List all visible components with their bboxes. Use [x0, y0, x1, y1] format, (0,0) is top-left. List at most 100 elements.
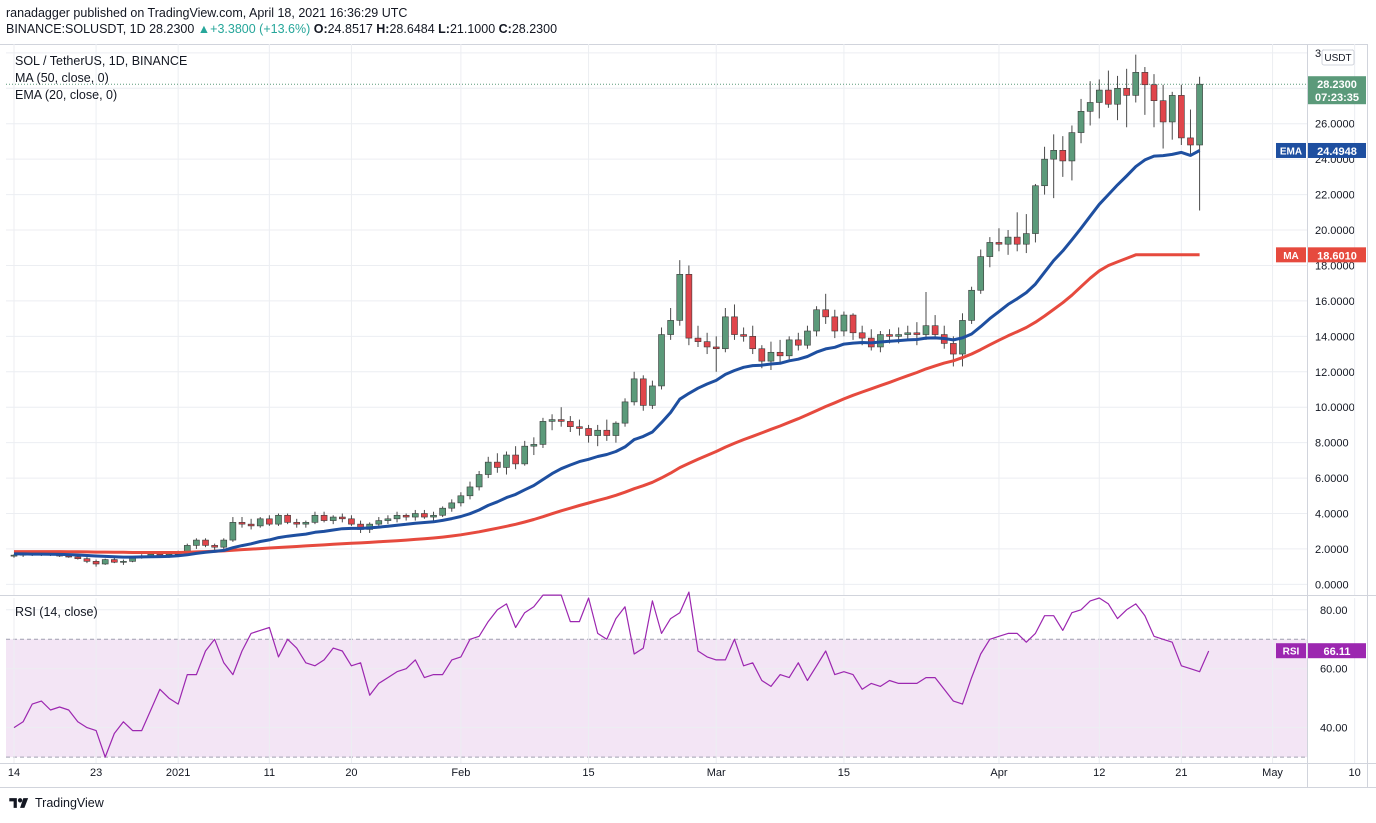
- candle: [576, 419, 583, 436]
- rsi-legend: RSI (14, close): [15, 605, 98, 619]
- candle: [676, 260, 684, 326]
- time-tick-label: 10: [1349, 767, 1361, 779]
- candle-body: [776, 351, 784, 357]
- price-pane: [6, 44, 1307, 595]
- chart-header: ranadagger published on TradingView.com,…: [6, 5, 557, 37]
- candle-body: [1196, 83, 1203, 146]
- low-value: 21.1000: [449, 22, 496, 36]
- time-tick-label: 11: [264, 767, 275, 779]
- candle-body: [1041, 158, 1048, 187]
- candle: [1187, 109, 1194, 156]
- candle: [557, 407, 565, 427]
- candle: [512, 446, 519, 470]
- candle-body: [339, 516, 346, 520]
- candle: [931, 315, 939, 339]
- candle: [1077, 98, 1085, 144]
- rsi-tick-label: 40.00: [1320, 723, 1348, 735]
- candle: [1178, 84, 1185, 145]
- candle: [503, 451, 510, 475]
- candle-body: [968, 289, 975, 321]
- candle: [530, 437, 538, 456]
- time-tick-label: Feb: [451, 767, 470, 779]
- candle-body: [521, 445, 529, 465]
- candle: [1050, 134, 1057, 199]
- candle-body: [904, 332, 912, 335]
- candle: [567, 416, 574, 433]
- candle: [776, 339, 784, 363]
- candle-body: [612, 422, 620, 436]
- last-price-badge-text: 28.2300: [1317, 79, 1357, 91]
- price-tick-label: 6.0000: [1315, 473, 1349, 485]
- candle-body: [1105, 89, 1112, 105]
- candle-body: [92, 561, 100, 565]
- candle: [813, 306, 820, 337]
- chart-legend: SOL / TetherUS, 1D, BINANCE MA (50, clos…: [15, 53, 187, 104]
- candle-body: [1050, 150, 1057, 160]
- candle: [1159, 84, 1167, 149]
- rsi-value-badge-bg: [1308, 643, 1366, 659]
- candle: [74, 556, 82, 560]
- price-tick-label: 16.0000: [1315, 296, 1355, 308]
- ma-value-badge: 18.6010: [1308, 247, 1366, 263]
- ma-value-badge-text: 18.6010: [1317, 250, 1357, 262]
- rsi-value-badge-text: 66.11: [1324, 646, 1351, 658]
- candle: [694, 325, 702, 347]
- candle-body: [494, 461, 501, 468]
- ema-tag-text: EMA: [1280, 146, 1302, 157]
- candle-body: [639, 378, 647, 406]
- candle-body: [630, 378, 638, 403]
- candle-body: [430, 514, 437, 518]
- candle-body: [576, 426, 583, 429]
- candle: [1004, 230, 1012, 255]
- candle-body: [466, 486, 474, 497]
- legend-title: SOL / TetherUS, 1D, BINANCE: [15, 54, 188, 68]
- candle: [92, 559, 100, 567]
- candle-body: [895, 334, 902, 337]
- candle-body: [311, 514, 319, 523]
- candle-body: [712, 346, 720, 350]
- time-tick-label: 23: [90, 767, 102, 779]
- candle-body: [266, 518, 273, 525]
- time-tick-label: 2021: [166, 767, 190, 779]
- rsi-tag-bg: [1276, 643, 1306, 659]
- candle-body: [749, 336, 757, 350]
- candle-body: [703, 341, 711, 348]
- candle: [421, 509, 428, 519]
- ma-tag: MA: [1276, 247, 1306, 263]
- candle-body: [530, 444, 538, 447]
- time-tick-label: 15: [838, 767, 850, 779]
- last-price-badge-text: 07:23:35: [1315, 92, 1359, 104]
- price-tick-label: 8.0000: [1315, 438, 1349, 450]
- candle-body: [621, 401, 629, 424]
- rsi-tag-text: RSI: [1283, 647, 1300, 658]
- candle: [749, 325, 757, 355]
- candle: [685, 265, 693, 346]
- candle-body: [722, 316, 729, 350]
- candle: [375, 517, 383, 526]
- candle-body: [667, 320, 674, 335]
- candle-body: [329, 516, 337, 521]
- candle: [466, 481, 474, 500]
- price-tick-label: 2.0000: [1315, 544, 1349, 556]
- close-value: 28.2300: [511, 22, 558, 36]
- candle: [320, 511, 328, 523]
- candle-body: [193, 539, 200, 546]
- candle: [995, 228, 1003, 252]
- candle: [1196, 76, 1203, 211]
- candle: [904, 325, 912, 340]
- footer-brand[interactable]: TradingView: [8, 796, 104, 810]
- candle: [402, 513, 410, 521]
- candle: [220, 538, 228, 549]
- candle-body: [320, 514, 328, 521]
- candle: [986, 237, 994, 268]
- candle-body: [293, 522, 301, 525]
- candle: [339, 513, 346, 523]
- candle-body: [649, 385, 656, 406]
- candle-body: [503, 454, 510, 468]
- candle-body: [393, 514, 401, 520]
- price-tick-label: 18.0000: [1315, 260, 1355, 272]
- candle: [311, 511, 319, 525]
- time-tick-label: 21: [1175, 767, 1187, 779]
